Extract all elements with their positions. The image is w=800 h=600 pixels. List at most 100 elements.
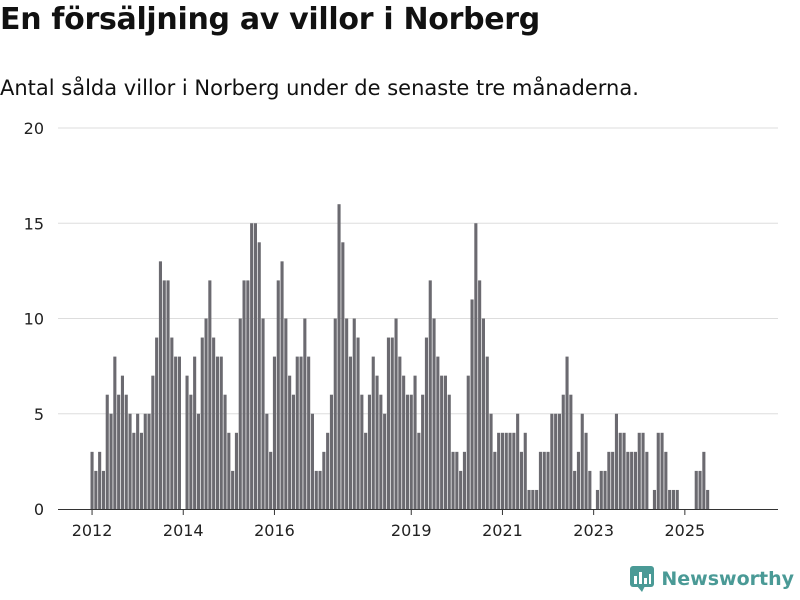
bar: [626, 451, 630, 509]
bar: [341, 242, 345, 510]
bar: [432, 318, 436, 509]
bar: [497, 432, 501, 509]
bar: [371, 356, 375, 509]
bar: [428, 280, 432, 509]
bar: [455, 451, 459, 509]
bar: [269, 451, 273, 509]
x-tick-label: 2012: [72, 521, 113, 540]
bar: [671, 489, 675, 509]
bar: [512, 432, 516, 509]
bar: [595, 489, 599, 509]
bar: [132, 432, 136, 509]
bar: [569, 394, 573, 509]
bar: [120, 375, 124, 509]
bar: [550, 413, 554, 509]
bar: [238, 318, 242, 509]
x-tick-label: 2025: [664, 521, 705, 540]
bar: [208, 280, 212, 509]
bar: [576, 451, 580, 509]
bar: [128, 413, 132, 509]
bar: [633, 451, 637, 509]
bar: [284, 318, 288, 509]
bar: [489, 413, 493, 509]
bar: [584, 432, 588, 509]
bar: [630, 451, 634, 509]
bar: [379, 394, 383, 509]
bar: [470, 299, 474, 509]
bar: [242, 280, 246, 509]
x-tick-label: 2023: [573, 521, 614, 540]
bar: [212, 337, 216, 509]
bar: [162, 280, 166, 509]
bar: [405, 394, 409, 509]
bar: [554, 413, 558, 509]
bar: [193, 356, 197, 509]
bar: [611, 451, 615, 509]
bar: [398, 356, 402, 509]
bar: [383, 413, 387, 509]
bar: [660, 432, 664, 509]
bar: [493, 451, 497, 509]
bar: [500, 432, 504, 509]
y-tick-label: 5: [34, 405, 44, 424]
bar: [299, 356, 303, 509]
bar: [527, 489, 531, 509]
bar: [466, 375, 470, 509]
bar: [546, 451, 550, 509]
bar: [177, 356, 181, 509]
bar: [542, 451, 546, 509]
y-tick-label: 15: [24, 214, 44, 233]
bar: [706, 489, 710, 509]
bar: [481, 318, 485, 509]
bar: [652, 489, 656, 509]
bar: [90, 451, 94, 509]
bar: [364, 432, 368, 509]
bar: [565, 356, 569, 509]
bar: [227, 432, 231, 509]
bar: [603, 470, 607, 509]
bar: [265, 413, 269, 509]
bar: [143, 413, 147, 509]
bar: [523, 432, 527, 509]
bar: [94, 470, 98, 509]
bar: [250, 223, 254, 509]
bar: [607, 451, 611, 509]
bar: [580, 413, 584, 509]
bar: [280, 261, 284, 509]
bar: [253, 223, 257, 509]
bar: [276, 280, 280, 509]
bar: [291, 394, 295, 509]
bar: [535, 489, 539, 509]
bar: [113, 356, 117, 509]
bar: [421, 394, 425, 509]
bar-chart: 0 5 10 15 20 2012 2014 2016 2019 2021 2023 2025 1: [24, 110, 778, 540]
bar: [451, 451, 455, 509]
bar: [314, 470, 318, 509]
bar: [246, 280, 250, 509]
bar: [196, 413, 200, 509]
bar: [402, 375, 406, 509]
bar: [417, 432, 421, 509]
bar: [231, 470, 235, 509]
bar: [614, 413, 618, 509]
bar: [166, 280, 170, 509]
bar: [694, 470, 698, 509]
bar: [295, 356, 299, 509]
bar: [588, 470, 592, 509]
bar: [459, 470, 463, 509]
bar: [462, 451, 466, 509]
y-tick-label: 10: [24, 310, 44, 329]
bar: [390, 337, 394, 509]
x-tick-label: 2016: [254, 521, 295, 540]
bar: [436, 356, 440, 509]
bar: [322, 451, 326, 509]
bar: [215, 356, 219, 509]
bar: [618, 432, 622, 509]
bar: [413, 375, 417, 509]
bar: [360, 394, 364, 509]
bar: [136, 413, 140, 509]
x-tick-label: 2014: [163, 521, 204, 540]
bar: [288, 375, 292, 509]
bar: [356, 337, 360, 509]
bar: [504, 432, 508, 509]
